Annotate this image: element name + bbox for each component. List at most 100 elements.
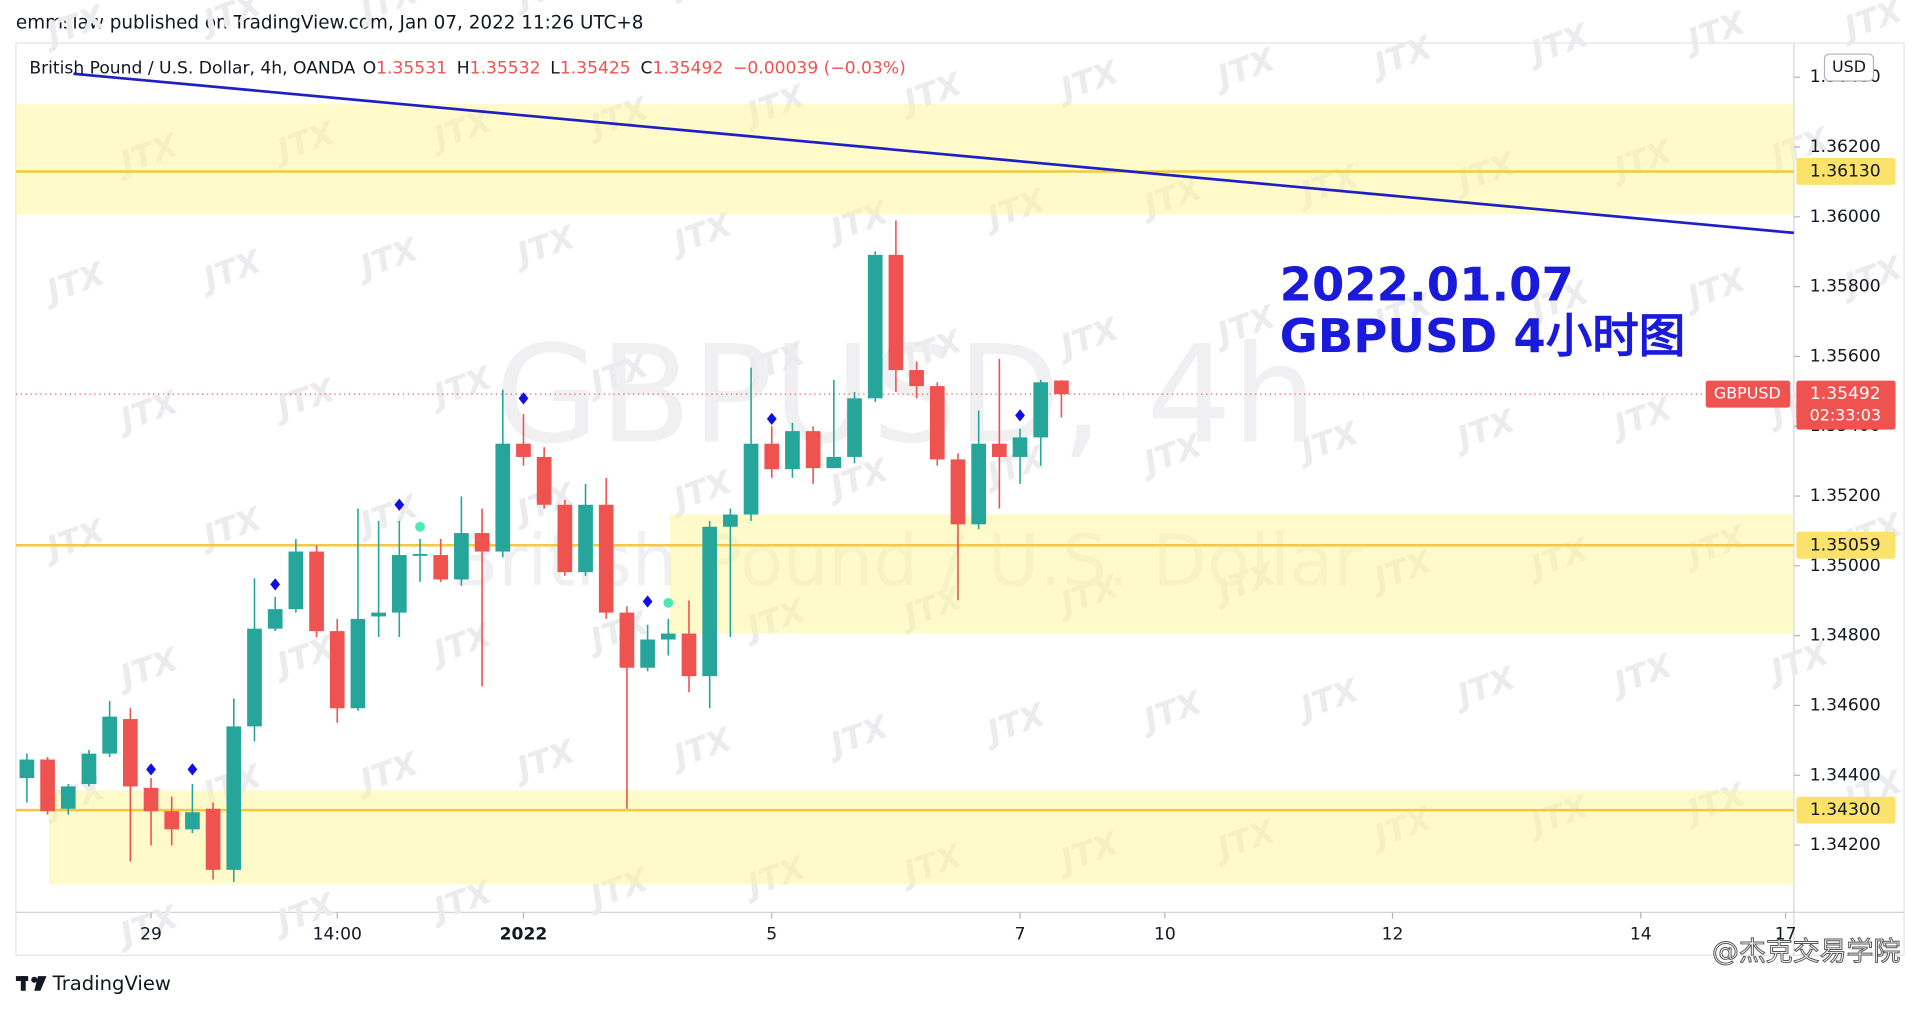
signal [394, 498, 405, 511]
candle-body [454, 533, 469, 580]
y-tick-label: 1.34800 [1810, 626, 1881, 646]
annotation: 2022.01.07 [1280, 257, 1574, 311]
candle-body [598, 504, 614, 613]
candle-body [288, 551, 304, 610]
brand: TradingView [52, 972, 171, 995]
watermark-symbol: GBPUSD, 4h [495, 316, 1317, 473]
y-tick-label: 1.34200 [1810, 835, 1881, 855]
signal [663, 597, 674, 608]
candle-body [971, 443, 987, 525]
y-tick-label: 1.35600 [1810, 346, 1881, 366]
candle-body [309, 551, 324, 632]
candle-body [205, 808, 221, 870]
change: −0.00039 (−0.03%) [733, 59, 906, 79]
candle-body [164, 811, 180, 830]
signal [187, 763, 198, 776]
countdown: 02:33:03 [1810, 406, 1881, 425]
candle-body [805, 431, 821, 469]
plot [15, 72, 1795, 885]
candle-body [723, 514, 738, 527]
candle-body [578, 504, 593, 573]
x-tick-label: 29 [140, 924, 162, 944]
o-value: 1.35531 [376, 59, 447, 79]
candle-body [867, 254, 883, 399]
candle-body [267, 609, 283, 629]
candle-body [143, 787, 159, 812]
zone-price-box [1796, 796, 1896, 824]
candle-body [122, 719, 138, 787]
candle-body [1033, 382, 1049, 438]
candle-body [226, 726, 242, 870]
x-tick-label: 17 [1775, 924, 1797, 944]
trendline [73, 72, 1795, 235]
candle-body [40, 759, 55, 812]
zone-price-label: 1.34300 [1810, 800, 1881, 820]
candle-body [681, 633, 697, 677]
y-tick-label: 1.36000 [1810, 207, 1881, 227]
candle-body [185, 812, 200, 830]
last-price-label: 1.35492 [1810, 384, 1881, 404]
frame [15, 42, 1905, 956]
signal [415, 521, 425, 532]
zone [49, 790, 1794, 885]
candle-body [557, 504, 573, 573]
candle-body [60, 786, 76, 809]
x-tick-label: 5 [766, 924, 777, 944]
o-label: O [363, 59, 376, 79]
legend-line: British Pound / U.S. Dollar, 4h, OANDA O1… [29, 59, 905, 79]
y-tick-label: 1.35200 [1810, 486, 1881, 506]
zone [15, 104, 1794, 215]
x-tick-label: 12 [1382, 924, 1404, 944]
candle-body [412, 553, 428, 556]
candle-body [785, 431, 800, 470]
candle-body [247, 628, 262, 727]
candle-body [640, 639, 655, 668]
candle-body [350, 618, 366, 709]
symbol: British Pound / U.S. Dollar, 4h, OANDA [29, 59, 355, 79]
zone-price-box [1796, 531, 1896, 559]
x-tick-label: 14 [1630, 924, 1652, 944]
last-price-box [1796, 380, 1896, 430]
candle-body [909, 370, 924, 387]
zone [669, 514, 1794, 634]
candle-body [474, 533, 490, 552]
candle-body [929, 386, 945, 460]
signal [642, 595, 653, 608]
publisher: emmslaw published on TradingView.com, Ja… [16, 12, 644, 33]
candle-body [660, 633, 676, 640]
candle-body [992, 443, 1007, 457]
signal [518, 392, 529, 405]
candle-body [743, 443, 759, 515]
y-tick-label: 1.34400 [1810, 765, 1881, 785]
candle-body [81, 753, 97, 784]
candle-body [536, 456, 552, 505]
candle-body [433, 555, 449, 580]
candle-body [1054, 380, 1069, 395]
y-tick-label: 1.36200 [1810, 137, 1881, 157]
c-label: C [640, 59, 652, 79]
candle-body [1012, 437, 1028, 457]
signal [1015, 409, 1025, 422]
candle-body [847, 398, 862, 457]
candle-body [19, 759, 35, 779]
x-tick-label: 10 [1154, 924, 1176, 944]
currency-box [1823, 53, 1875, 82]
zone-price-label: 1.36130 [1810, 161, 1881, 181]
signal [766, 412, 777, 426]
currency: USD [1832, 57, 1866, 76]
zone-price-label: 1.35059 [1810, 535, 1881, 555]
candle-body [516, 443, 531, 457]
y-tick-label: 1.35000 [1810, 556, 1881, 576]
candle-body [329, 631, 345, 709]
candle-body [371, 612, 386, 617]
l-label: L [550, 59, 560, 79]
candle-body [495, 443, 511, 552]
y-tick-label: 1.35800 [1810, 277, 1881, 297]
symbol-label: GBPUSD [1714, 384, 1781, 403]
annotation: GBPUSD 4小时图 [1280, 309, 1686, 363]
c-value: 1.35492 [652, 59, 723, 79]
x-tick-label: 2022 [500, 924, 548, 944]
symbol-box [1705, 380, 1791, 408]
